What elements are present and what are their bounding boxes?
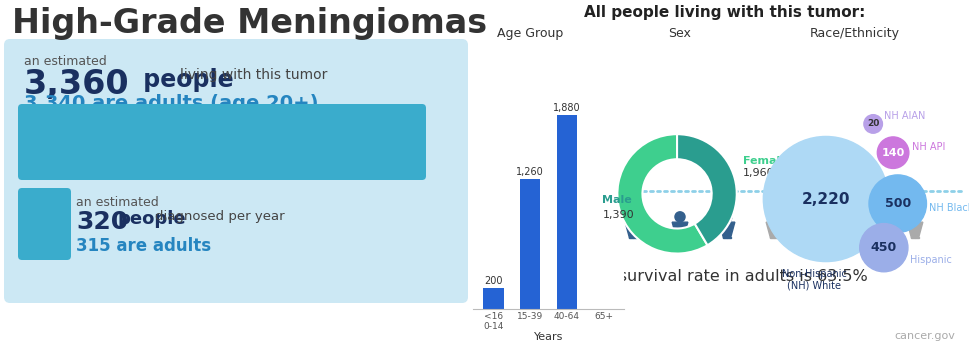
Polygon shape	[539, 237, 543, 238]
Text: an estimated: an estimated	[24, 55, 107, 68]
Text: Race/Ethnicity: Race/Ethnicity	[809, 27, 899, 40]
Text: Age Group: Age Group	[496, 27, 563, 40]
Circle shape	[909, 212, 919, 222]
Text: 1,260: 1,260	[516, 167, 544, 177]
Polygon shape	[773, 237, 777, 238]
Circle shape	[876, 137, 908, 168]
Circle shape	[815, 212, 826, 222]
Text: 200: 200	[484, 276, 502, 286]
Polygon shape	[766, 222, 781, 238]
Text: diagnosed per year: diagnosed per year	[155, 210, 284, 223]
Polygon shape	[675, 237, 679, 238]
Text: people: people	[135, 68, 234, 92]
Circle shape	[863, 115, 882, 133]
Polygon shape	[910, 237, 914, 238]
Text: an estimated: an estimated	[76, 196, 159, 209]
Text: 500: 500	[884, 197, 910, 210]
Polygon shape	[722, 237, 726, 238]
Polygon shape	[679, 237, 684, 238]
Text: Female: Female	[742, 156, 787, 166]
Text: people: people	[118, 210, 186, 228]
Circle shape	[627, 212, 638, 222]
Polygon shape	[867, 237, 871, 238]
Polygon shape	[914, 237, 919, 238]
X-axis label: Years: Years	[533, 332, 563, 342]
Polygon shape	[860, 222, 875, 238]
Text: NH AIAN: NH AIAN	[883, 111, 924, 121]
Polygon shape	[534, 237, 539, 238]
Text: 450: 450	[870, 241, 896, 254]
Text: NH Black: NH Black	[928, 203, 969, 213]
Polygon shape	[531, 222, 547, 238]
Text: Sex: Sex	[668, 27, 691, 40]
Text: Non-Hispanic
(NH) White: Non-Hispanic (NH) White	[781, 269, 846, 290]
FancyBboxPatch shape	[4, 39, 467, 303]
Bar	[556, 116, 577, 309]
Circle shape	[768, 212, 778, 222]
Text: Male: Male	[602, 195, 632, 205]
Text: High-Grade Meningiomas: High-Grade Meningiomas	[12, 7, 486, 40]
Polygon shape	[906, 222, 922, 238]
Polygon shape	[816, 237, 820, 238]
Text: 320: 320	[76, 210, 128, 234]
Text: 315 are adults: 315 are adults	[76, 237, 211, 255]
Text: cancer.gov: cancer.gov	[893, 331, 954, 341]
Polygon shape	[633, 237, 637, 238]
Polygon shape	[672, 222, 687, 238]
Bar	[483, 288, 503, 309]
Text: Hispanic: Hispanic	[909, 255, 952, 265]
Polygon shape	[585, 237, 590, 238]
Text: 1,960: 1,960	[742, 168, 773, 178]
Polygon shape	[628, 237, 633, 238]
Text: 3,340 are adults (age 20+): 3,340 are adults (age 20+)	[24, 94, 318, 113]
Text: 1,390: 1,390	[602, 210, 634, 220]
Text: 1,880: 1,880	[552, 103, 580, 113]
Circle shape	[486, 212, 496, 222]
Wedge shape	[616, 134, 706, 253]
Circle shape	[721, 212, 732, 222]
Polygon shape	[820, 237, 825, 238]
Text: NH API: NH API	[911, 142, 944, 152]
Bar	[519, 179, 540, 309]
Circle shape	[868, 175, 925, 232]
Text: 20: 20	[866, 120, 879, 129]
Polygon shape	[862, 237, 867, 238]
Text: 140: 140	[881, 148, 904, 158]
Polygon shape	[726, 237, 731, 238]
Circle shape	[674, 212, 684, 222]
Text: living with this tumor: living with this tumor	[180, 68, 328, 82]
Polygon shape	[484, 222, 499, 238]
Polygon shape	[812, 222, 828, 238]
Polygon shape	[581, 237, 585, 238]
Polygon shape	[578, 222, 593, 238]
Circle shape	[862, 212, 872, 222]
Polygon shape	[768, 237, 773, 238]
Polygon shape	[491, 237, 496, 238]
Polygon shape	[718, 222, 735, 238]
Polygon shape	[624, 222, 641, 238]
Circle shape	[763, 136, 888, 262]
Circle shape	[859, 224, 907, 272]
Text: All people living with this tumor:: All people living with this tumor:	[583, 5, 864, 20]
FancyBboxPatch shape	[18, 104, 425, 180]
Circle shape	[533, 212, 544, 222]
Wedge shape	[676, 134, 736, 245]
Circle shape	[580, 212, 590, 222]
FancyBboxPatch shape	[18, 188, 71, 260]
Polygon shape	[487, 237, 491, 238]
Text: 5-year survival rate in adults is 63.5%: 5-year survival rate in adults is 63.5%	[562, 269, 867, 284]
Text: 2,220: 2,220	[800, 191, 849, 206]
Text: 3,360: 3,360	[24, 68, 130, 101]
